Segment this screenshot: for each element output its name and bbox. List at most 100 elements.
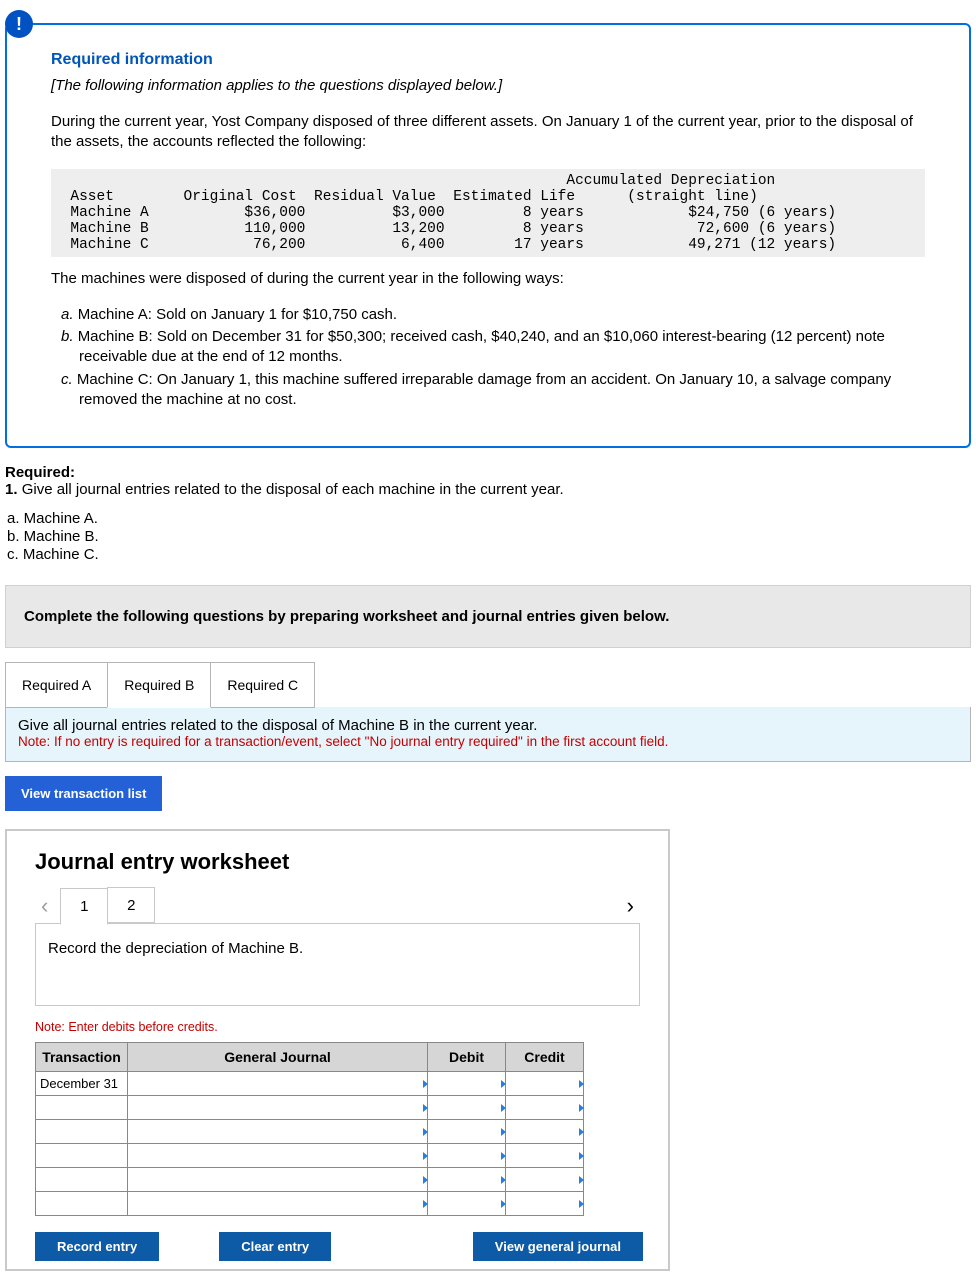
clear-entry-button[interactable]: Clear entry <box>219 1232 331 1261</box>
asset-data-table: Accumulated Depreciation Asset Original … <box>51 169 925 257</box>
je-cell[interactable] <box>36 1192 128 1216</box>
je-cell[interactable] <box>506 1072 584 1096</box>
machine-item: a. Machine A. <box>7 510 971 527</box>
chevron-left-icon[interactable]: ‹ <box>35 893 54 919</box>
disposal-item: a. Machine A: Sold on January 1 for $10,… <box>61 305 925 325</box>
alert-icon: ! <box>5 10 33 38</box>
required-block: Required: 1. Give all journal entries re… <box>5 464 971 563</box>
je-cell[interactable] <box>36 1096 128 1120</box>
credit-input[interactable] <box>506 1193 583 1215</box>
je-header: Debit <box>428 1043 506 1072</box>
je-cell[interactable] <box>36 1144 128 1168</box>
journal-entry-worksheet: Journal entry worksheet ‹ 12 › Record th… <box>5 829 670 1271</box>
instruction-bar: Complete the following questions by prep… <box>5 585 971 648</box>
disposal-list: a. Machine A: Sold on January 1 for $10,… <box>51 305 925 410</box>
general-journal-input[interactable] <box>128 1169 427 1191</box>
disposal-marker: b. <box>61 328 78 345</box>
debit-input[interactable] <box>428 1145 505 1167</box>
disposal-marker: c. <box>61 371 77 388</box>
je-cell[interactable] <box>128 1120 428 1144</box>
tab-instruction-note: Note: If no entry is required for a tran… <box>18 734 958 749</box>
tab-required-a[interactable]: Required A <box>5 662 108 708</box>
tab-required-c[interactable]: Required C <box>210 662 315 708</box>
transaction-input[interactable] <box>36 1193 127 1215</box>
je-cell[interactable] <box>506 1168 584 1192</box>
disposal-text: Machine B: Sold on December 31 for $50,3… <box>78 328 885 365</box>
page-tabs: 12 <box>60 887 154 924</box>
debit-input[interactable] <box>428 1193 505 1215</box>
je-cell[interactable] <box>428 1192 506 1216</box>
je-header: General Journal <box>128 1043 428 1072</box>
je-header: Credit <box>506 1043 584 1072</box>
chevron-right-icon[interactable]: › <box>621 893 640 919</box>
debit-input[interactable] <box>428 1097 505 1119</box>
required-information-panel: Required information [The following info… <box>5 23 971 448</box>
credit-input[interactable] <box>506 1073 583 1095</box>
general-journal-input[interactable] <box>128 1121 427 1143</box>
page-tab-1[interactable]: 1 <box>60 888 108 925</box>
credit-input[interactable] <box>506 1121 583 1143</box>
entry-description: Record the depreciation of Machine B. <box>35 923 640 1006</box>
worksheet-title: Journal entry worksheet <box>35 849 668 875</box>
disposal-marker: a. <box>61 306 78 323</box>
post-table-paragraph: The machines were disposed of during the… <box>51 269 925 289</box>
requirement-tabs: Required ARequired BRequired C <box>5 662 971 708</box>
intro-paragraph: During the current year, Yost Company di… <box>51 112 925 153</box>
je-cell[interactable] <box>128 1192 428 1216</box>
view-transaction-list-button[interactable]: View transaction list <box>5 776 162 811</box>
required-heading: Required: <box>5 464 75 481</box>
required-info-subtitle: [The following information applies to th… <box>51 77 925 94</box>
je-cell[interactable] <box>506 1096 584 1120</box>
general-journal-input[interactable] <box>128 1145 427 1167</box>
je-cell[interactable] <box>428 1072 506 1096</box>
je-cell[interactable] <box>428 1168 506 1192</box>
credit-input[interactable] <box>506 1097 583 1119</box>
disposal-item: c. Machine C: On January 1, this machine… <box>61 370 925 411</box>
required-item-text: Give all journal entries related to the … <box>22 481 564 498</box>
je-cell[interactable] <box>128 1072 428 1096</box>
transaction-input[interactable] <box>36 1169 127 1191</box>
je-cell[interactable] <box>506 1120 584 1144</box>
worksheet-pager: ‹ 12 › <box>35 887 640 924</box>
transaction-input[interactable] <box>36 1121 127 1143</box>
credit-input[interactable] <box>506 1169 583 1191</box>
je-cell[interactable] <box>506 1144 584 1168</box>
je-cell[interactable] <box>36 1120 128 1144</box>
general-journal-input[interactable] <box>128 1073 427 1095</box>
disposal-text: Machine C: On January 1, this machine su… <box>77 371 891 408</box>
debit-input[interactable] <box>428 1121 505 1143</box>
transaction-input[interactable] <box>36 1145 127 1167</box>
page-tab-2[interactable]: 2 <box>107 887 155 923</box>
worksheet-action-row: Record entry Clear entry View general jo… <box>35 1232 643 1261</box>
tab-content-panel: Give all journal entries related to the … <box>5 707 971 762</box>
disposal-text: Machine A: Sold on January 1 for $10,750… <box>78 306 397 323</box>
je-cell[interactable] <box>506 1192 584 1216</box>
alert-icon-glyph: ! <box>16 14 22 35</box>
required-item-number: 1. <box>5 481 22 498</box>
je-cell[interactable] <box>428 1096 506 1120</box>
view-general-journal-button[interactable]: View general journal <box>473 1232 643 1261</box>
journal-entry-table: TransactionGeneral JournalDebitCredit Dec… <box>35 1042 584 1216</box>
debit-input[interactable] <box>428 1169 505 1191</box>
transaction-input[interactable] <box>36 1097 127 1119</box>
debit-input[interactable] <box>428 1073 505 1095</box>
tab-instruction-line: Give all journal entries related to the … <box>18 717 958 734</box>
je-cell[interactable] <box>428 1120 506 1144</box>
je-cell[interactable] <box>128 1144 428 1168</box>
machine-item: b. Machine B. <box>7 528 971 545</box>
record-entry-button[interactable]: Record entry <box>35 1232 159 1261</box>
required-info-title: Required information <box>51 51 925 69</box>
je-cell[interactable] <box>128 1096 428 1120</box>
je-cell[interactable] <box>36 1168 128 1192</box>
je-cell[interactable] <box>128 1168 428 1192</box>
general-journal-input[interactable] <box>128 1097 427 1119</box>
machine-item: c. Machine C. <box>7 546 971 563</box>
general-journal-input[interactable] <box>128 1193 427 1215</box>
tab-required-b[interactable]: Required B <box>107 662 211 708</box>
je-header: Transaction <box>36 1043 128 1072</box>
credit-input[interactable] <box>506 1145 583 1167</box>
je-cell[interactable] <box>428 1144 506 1168</box>
worksheet-note: Note: Enter debits before credits. <box>35 1020 668 1034</box>
machines-list: a. Machine A.b. Machine B.c. Machine C. <box>7 510 971 563</box>
transaction-date-cell: December 31 <box>36 1072 128 1096</box>
